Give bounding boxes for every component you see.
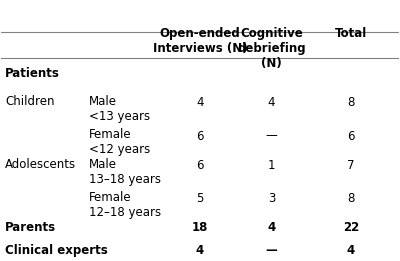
Text: 5: 5 [196, 192, 204, 205]
Text: 1: 1 [268, 159, 275, 172]
Text: 4: 4 [196, 96, 204, 109]
Text: Cognitive
debriefing
(N): Cognitive debriefing (N) [237, 27, 306, 70]
Text: Patients: Patients [5, 67, 60, 80]
Text: Parents: Parents [5, 221, 56, 234]
Text: Clinical experts: Clinical experts [5, 244, 108, 257]
Text: 4: 4 [268, 96, 275, 109]
Text: Total: Total [335, 27, 367, 40]
Text: 4: 4 [347, 244, 355, 257]
Text: 8: 8 [347, 96, 355, 109]
Text: 4: 4 [196, 244, 204, 257]
Text: 7: 7 [347, 159, 355, 172]
Text: Children: Children [5, 95, 55, 108]
Text: 3: 3 [268, 192, 275, 205]
Text: Male
13–18 years: Male 13–18 years [89, 158, 161, 186]
Text: Adolescents: Adolescents [5, 158, 76, 171]
Text: —: — [266, 129, 277, 143]
Text: Male
<13 years: Male <13 years [89, 95, 150, 123]
Text: Female
12–18 years: Female 12–18 years [89, 191, 161, 219]
Text: Open-ended
Interviews (N): Open-ended Interviews (N) [153, 27, 247, 55]
Text: 18: 18 [192, 221, 208, 234]
Text: 8: 8 [347, 192, 355, 205]
Text: 6: 6 [347, 129, 355, 143]
Text: 6: 6 [196, 129, 204, 143]
Text: Female
<12 years: Female <12 years [89, 128, 150, 156]
Text: —: — [266, 244, 277, 257]
Text: 4: 4 [267, 221, 276, 234]
Text: 6: 6 [196, 159, 204, 172]
Text: 22: 22 [343, 221, 359, 234]
